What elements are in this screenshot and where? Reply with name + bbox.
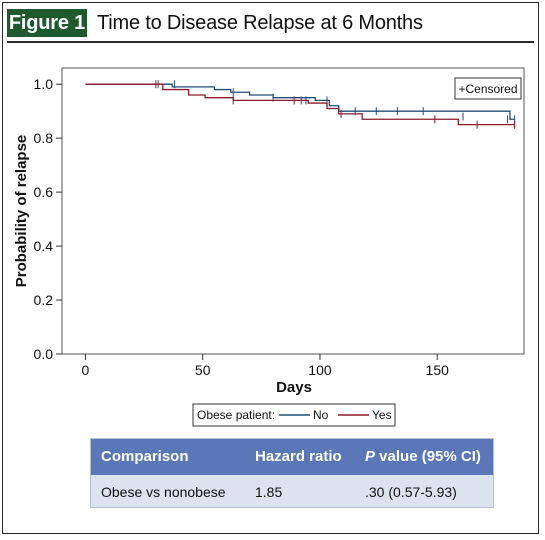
figure-label: Figure 1 bbox=[7, 9, 87, 37]
y-axis-title: Probability of relapse bbox=[13, 135, 30, 288]
header-hazard-ratio: Hazard ratio bbox=[255, 448, 342, 465]
x-axis: 0 50 100 150 bbox=[82, 354, 450, 378]
x-tick-label: 0 bbox=[82, 362, 90, 378]
y-tick-label: 0.6 bbox=[34, 184, 54, 200]
header-comparison: Comparison bbox=[101, 448, 189, 465]
x-tick-label: 150 bbox=[426, 362, 450, 378]
cell-p-value: .30 (0.57-5.93) bbox=[365, 484, 457, 500]
legend-title: Obese patient: bbox=[197, 408, 275, 422]
table-header-row: Comparison Hazard ratio P value (95% CI) bbox=[91, 439, 493, 475]
legend-label-yes: Yes bbox=[372, 408, 392, 422]
y-tick-label: 0.8 bbox=[34, 130, 54, 146]
header-p-rest: value (95% CI) bbox=[375, 448, 481, 465]
y-tick-label: 0.4 bbox=[34, 238, 54, 254]
series-yes bbox=[85, 80, 516, 129]
x-tick-label: 50 bbox=[195, 362, 211, 378]
series-layer bbox=[85, 80, 516, 129]
figure-title: Time to Disease Relapse at 6 Months bbox=[97, 12, 423, 34]
table-row: Obese vs nonobese 1.85 .30 (0.57-5.93) bbox=[91, 475, 493, 509]
header-p-symbol: P bbox=[365, 448, 376, 465]
y-tick-label: 1.0 bbox=[34, 76, 54, 92]
survival-line-no bbox=[85, 83, 515, 120]
censor-legend-box bbox=[454, 77, 522, 100]
series-no bbox=[85, 80, 516, 124]
y-tick-label: 0.0 bbox=[34, 346, 54, 362]
y-axis: 0.0 0.2 0.4 0.6 0.8 1.0 bbox=[34, 76, 62, 362]
legend-label-no: No bbox=[313, 408, 329, 422]
survival-line-yes bbox=[85, 83, 515, 126]
series-legend: Obese patient: No Yes bbox=[192, 403, 396, 427]
censor-legend-label: +Censored bbox=[458, 82, 517, 96]
x-axis-title: Days bbox=[276, 379, 312, 396]
y-tick-label: 0.2 bbox=[34, 292, 54, 308]
censor-legend: +Censored bbox=[454, 77, 522, 100]
hazard-table: Comparison Hazard ratio P value (95% CI)… bbox=[90, 438, 494, 508]
x-tick-label: 100 bbox=[308, 362, 332, 378]
plot-area bbox=[61, 67, 525, 355]
cell-comparison: Obese vs nonobese bbox=[101, 484, 226, 500]
header-p-value: P value (95% CI) bbox=[365, 439, 481, 475]
cell-hazard-ratio: 1.85 bbox=[255, 484, 283, 500]
figure-header: Figure 1 Time to Disease Relapse at 6 Mo… bbox=[3, 3, 538, 39]
header-divider bbox=[7, 41, 534, 43]
